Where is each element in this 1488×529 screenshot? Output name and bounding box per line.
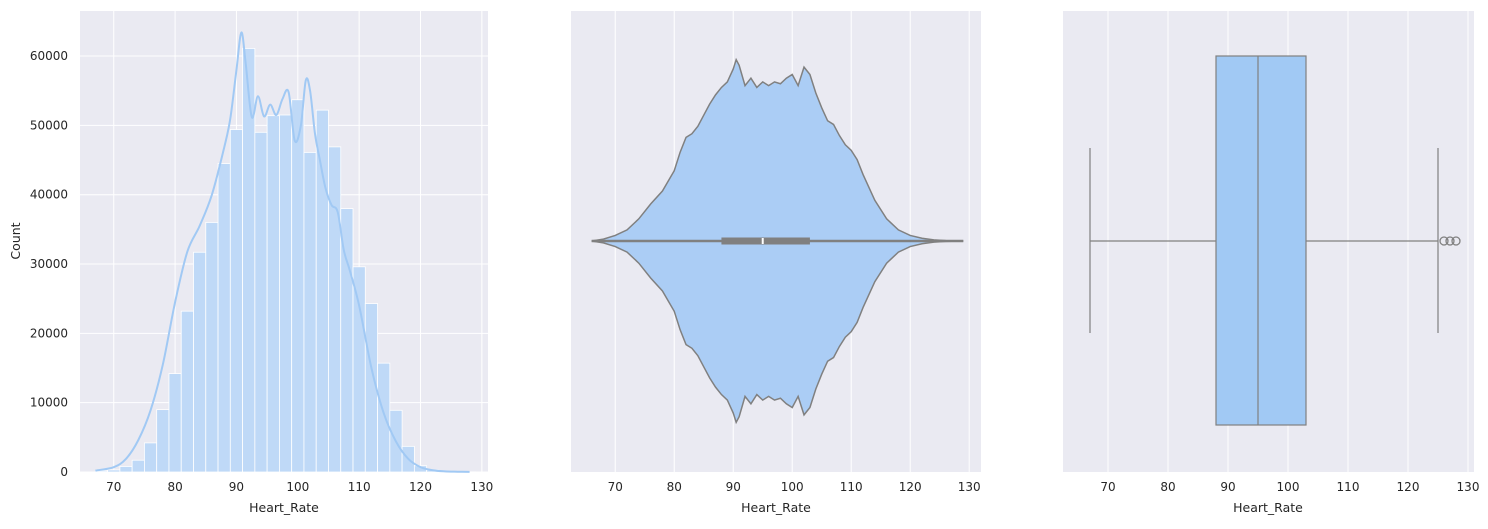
histogram-x-axis-label: Heart_Rate xyxy=(249,500,319,515)
histogram-y-ticks: 0 10000 20000 30000 40000 50000 60000 xyxy=(30,49,68,479)
violin-x-tick-label: 120 xyxy=(899,480,922,494)
histogram-y-tick-label: 60000 xyxy=(30,49,68,63)
histogram-bar xyxy=(304,152,316,472)
histogram-bar xyxy=(316,110,328,472)
histogram-x-ticks: 70 80 90 100 110 120 130 xyxy=(106,480,493,494)
violin-x-tick-label: 90 xyxy=(726,480,741,494)
histogram-bar xyxy=(218,164,230,472)
violin-x-ticks: 70 80 90 100 110 120 130 xyxy=(608,480,981,494)
violin-x-tick-label: 110 xyxy=(840,480,863,494)
boxplot-x-tick-label: 120 xyxy=(1397,480,1420,494)
histogram-x-tick-label: 80 xyxy=(167,480,182,494)
histogram-y-tick-label: 40000 xyxy=(30,188,68,202)
histogram-bar xyxy=(157,410,169,472)
boxplot-x-tick-label: 110 xyxy=(1337,480,1360,494)
histogram-bar xyxy=(378,363,390,472)
violin-x-tick-label: 100 xyxy=(781,480,804,494)
histogram-bar xyxy=(279,115,291,472)
violin-x-axis-label: Heart_Rate xyxy=(741,500,811,515)
boxplot-x-axis-label: Heart_Rate xyxy=(1233,500,1303,515)
boxplot-x-tick-label: 70 xyxy=(1100,480,1115,494)
histogram-bar xyxy=(108,470,120,472)
histogram-x-tick-label: 70 xyxy=(106,480,121,494)
histogram-panel: 70 80 90 100 110 120 130 0 10000 20000 30000 40000… xyxy=(8,11,493,515)
histogram-y-tick-label: 0 xyxy=(60,465,68,479)
histogram-bar xyxy=(243,48,255,472)
histogram-bar xyxy=(194,252,206,472)
boxplot-x-ticks: 70 80 90 100 110 120 130 xyxy=(1100,480,1479,494)
boxplot-x-tick-label: 80 xyxy=(1160,480,1175,494)
boxplot-x-tick-label: 130 xyxy=(1457,480,1480,494)
violin-x-tick-label: 70 xyxy=(608,480,623,494)
histogram-bar xyxy=(328,147,340,472)
violin-x-tick-label: 130 xyxy=(958,480,981,494)
histogram-y-tick-label: 50000 xyxy=(30,118,68,132)
histogram-bar xyxy=(169,374,181,472)
histogram-y-tick-label: 10000 xyxy=(30,396,68,410)
violin-x-tick-label: 80 xyxy=(667,480,682,494)
histogram-bar xyxy=(144,443,156,472)
histogram-bar xyxy=(267,116,279,472)
boxplot-x-tick-label: 100 xyxy=(1277,480,1300,494)
histogram-bar xyxy=(120,466,132,472)
histogram-bar xyxy=(132,460,144,472)
histogram-bar xyxy=(353,267,365,472)
boxplot-x-tick-label: 90 xyxy=(1220,480,1235,494)
histogram-x-tick-label: 120 xyxy=(409,480,432,494)
histogram-x-tick-label: 130 xyxy=(470,480,493,494)
histogram-bar xyxy=(292,100,304,472)
boxplot-box xyxy=(1216,56,1306,425)
histogram-bar xyxy=(255,132,267,472)
histogram-y-tick-label: 20000 xyxy=(30,326,68,340)
histogram-x-tick-label: 110 xyxy=(348,480,371,494)
violin-panel: 70 80 90 100 110 120 130 Heart_Rate xyxy=(571,11,981,515)
histogram-x-tick-label: 90 xyxy=(229,480,244,494)
histogram-bar xyxy=(230,130,242,472)
histogram-y-tick-label: 30000 xyxy=(30,257,68,271)
histogram-bar xyxy=(206,222,218,472)
histogram-bar xyxy=(181,311,193,472)
histogram-y-axis-label: Count xyxy=(8,222,23,259)
histogram-x-tick-label: 100 xyxy=(286,480,309,494)
boxplot-panel: 70 80 90 100 110 120 130 Heart_Rate xyxy=(1063,11,1479,515)
